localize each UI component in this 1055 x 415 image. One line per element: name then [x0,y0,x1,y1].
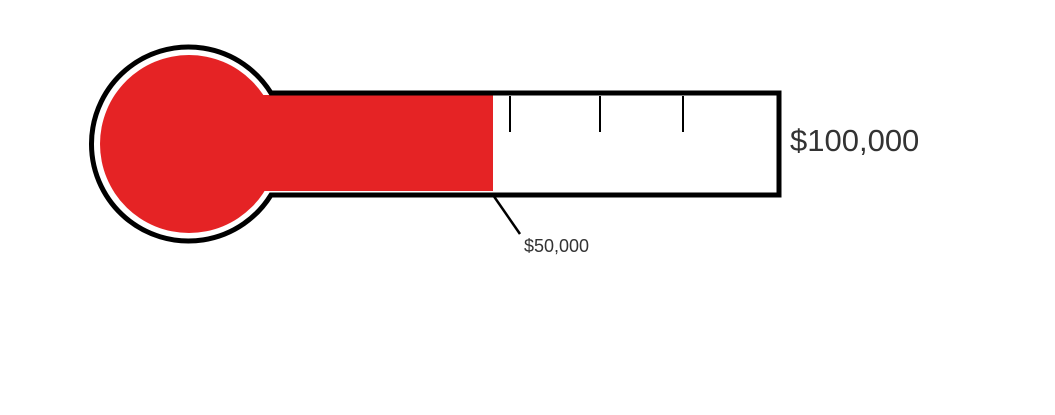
thermometer-outline [88,44,782,244]
thermometer-ticks [509,96,684,132]
current-value-label: $50,000 [524,236,589,256]
goal-value-label: $100,000 [790,123,919,158]
thermometer-tube-fill [185,95,493,191]
current-value-leader-line [491,194,522,235]
